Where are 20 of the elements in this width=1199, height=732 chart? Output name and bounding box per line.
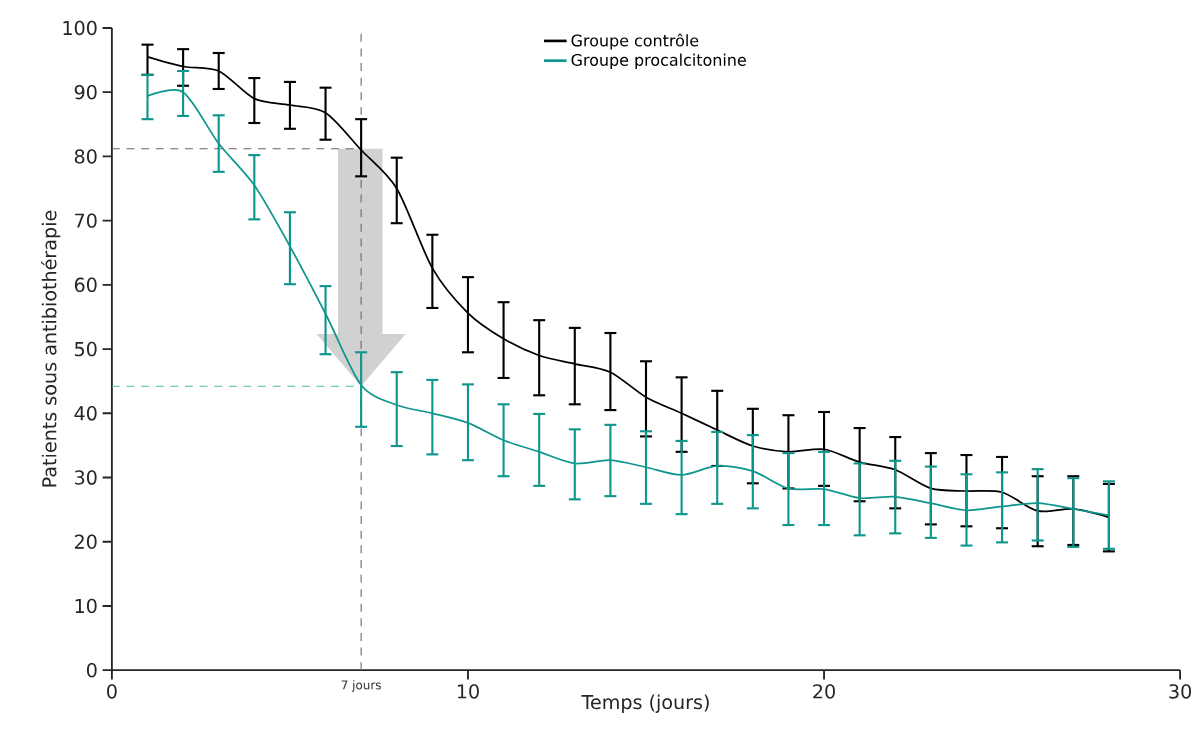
y-tick-label: 0 [86, 662, 97, 678]
x-tick-label: 0 [107, 684, 117, 699]
y-tick-label: 100 [63, 20, 97, 36]
y-tick-label: 30 [75, 470, 97, 485]
y-tick-label: 50 [75, 341, 97, 357]
y-tick-label: 10 [75, 598, 97, 614]
legend-label: Groupe procalcitonine [571, 53, 746, 69]
y-tick-label: 80 [74, 149, 97, 164]
x-tick-label: 30 [1169, 684, 1191, 699]
y-tick-label: 70 [75, 213, 97, 228]
y-axis-title: Patients sous antibiothérapie [40, 210, 61, 487]
x-axis-title: Temps (jours) [581, 694, 709, 713]
y-tick-label: 60 [74, 277, 97, 293]
legend-label: Groupe contrôle [571, 33, 699, 50]
ref-line-label: 7 jours [341, 680, 381, 692]
x-tick-label: 20 [813, 684, 835, 699]
y-tick-label: 90 [74, 84, 97, 100]
y-tick-label: 20 [74, 534, 97, 549]
y-tick-label: 40 [74, 405, 97, 421]
x-tick-label: 10 [457, 684, 479, 699]
